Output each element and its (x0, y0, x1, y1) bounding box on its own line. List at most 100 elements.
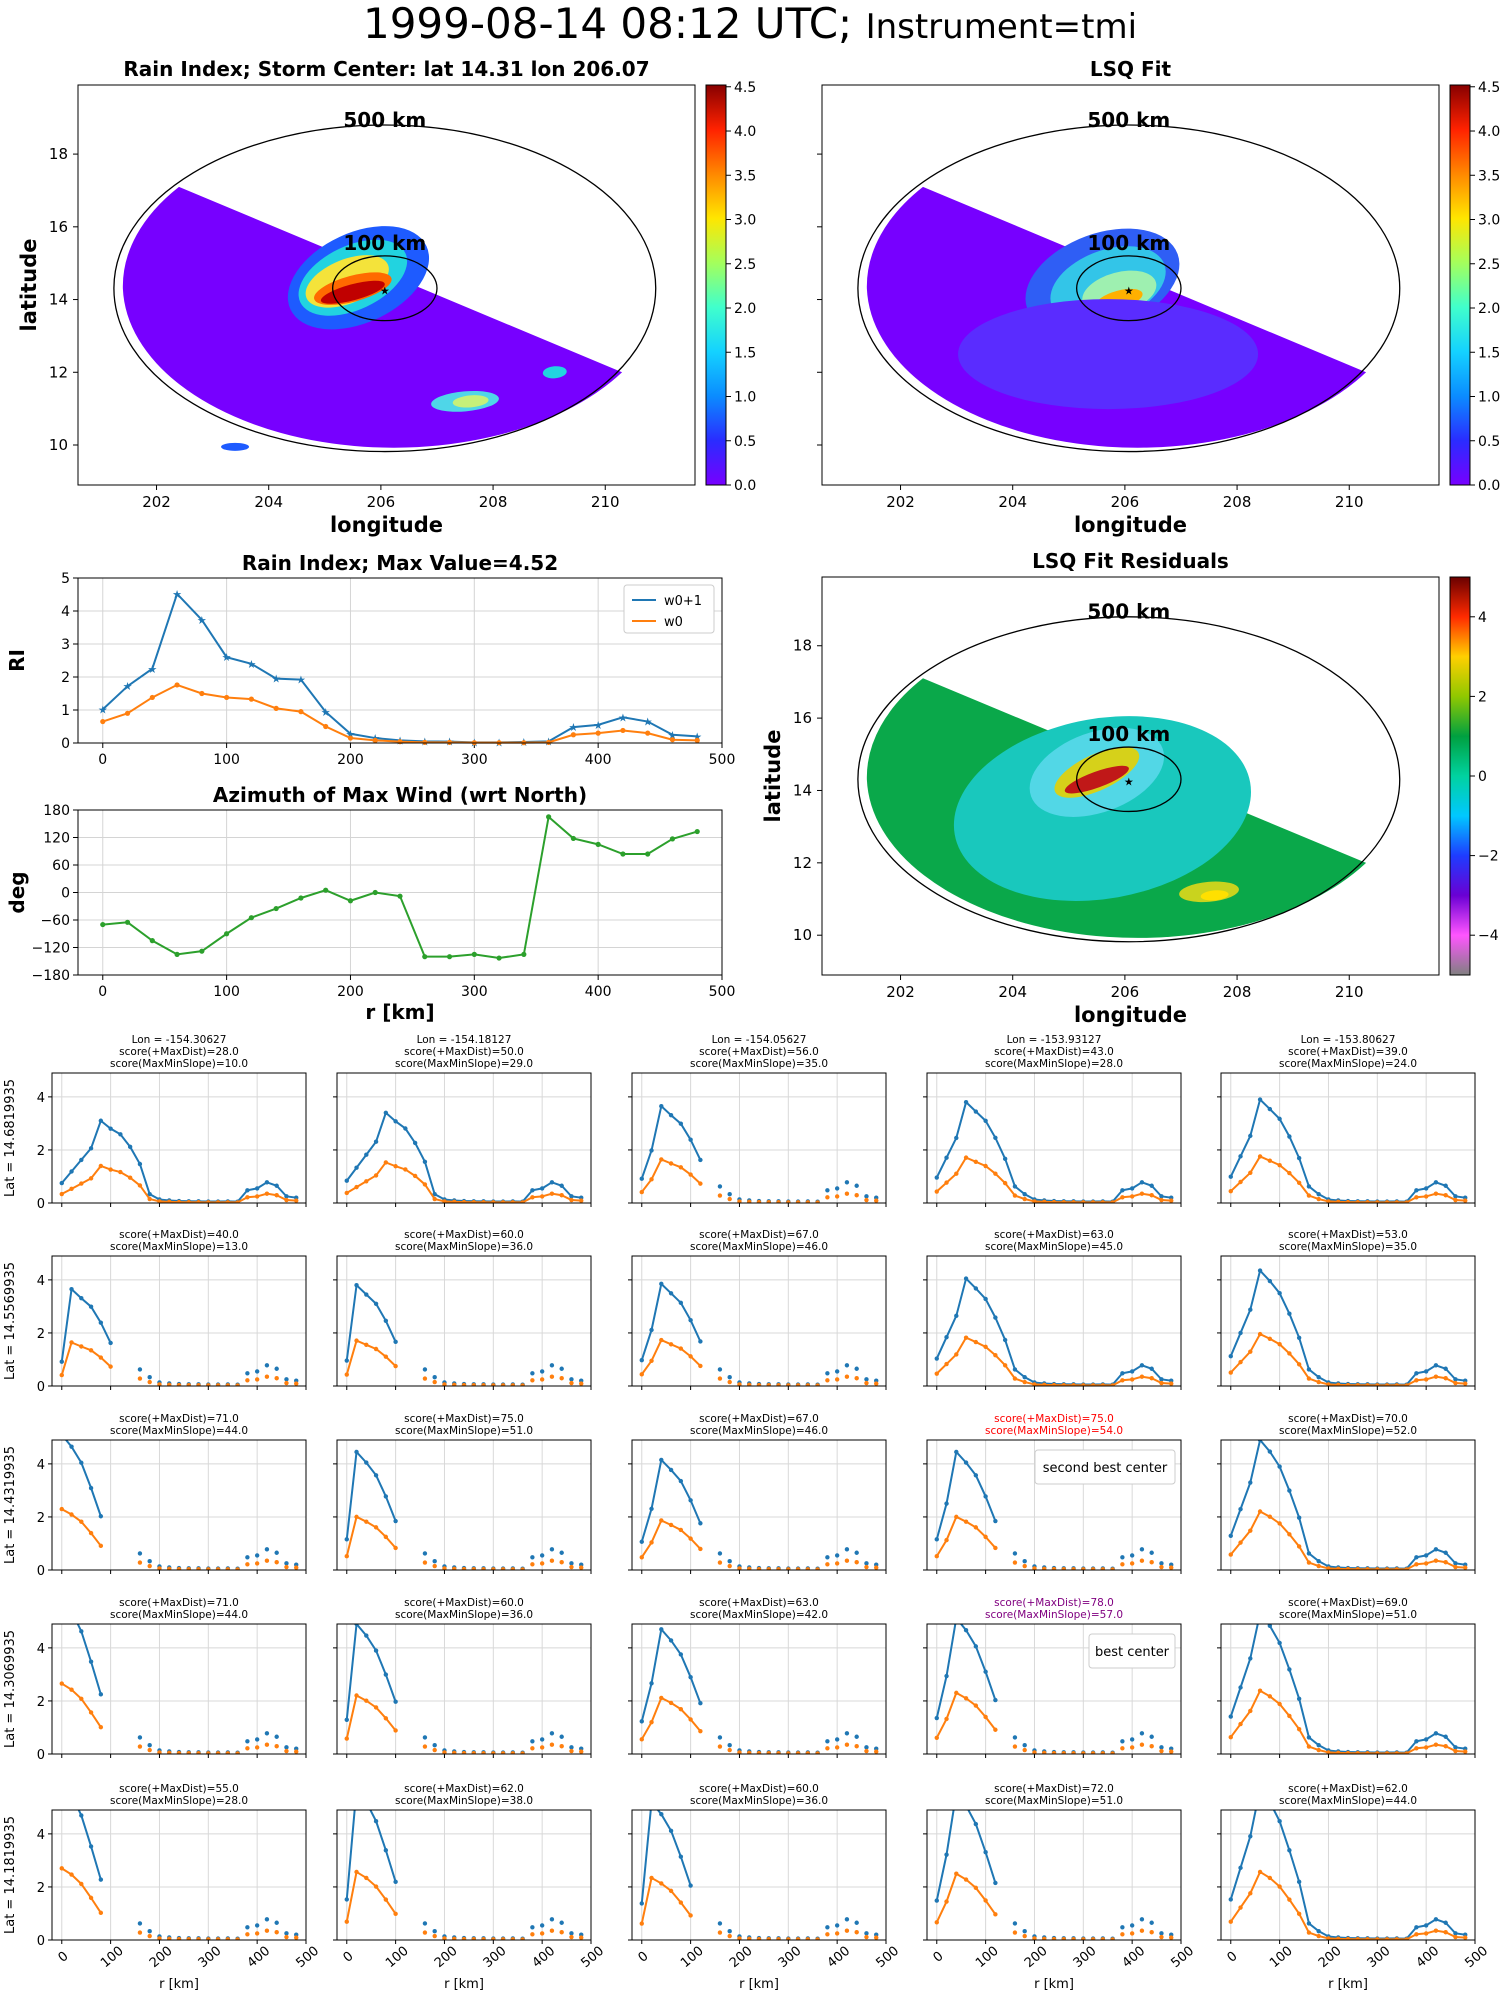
data-point (1081, 1751, 1086, 1754)
data-point: ★ (197, 614, 207, 627)
data-point (254, 1377, 260, 1382)
data-point (128, 0, 132, 2)
data-point (432, 1558, 437, 1564)
x-tick-label: 202 (142, 493, 171, 511)
data-point (834, 1923, 840, 1928)
panel-xlabel: r [km] (1328, 1977, 1368, 1992)
colorbar-tick-label: 0 (1478, 769, 1487, 785)
data-point (364, 1152, 369, 1157)
data-point (776, 1567, 781, 1570)
profile-panel: score(+MaxDist)=60.0score(MaxMinSlope)=3… (333, 1229, 592, 1390)
data-point (254, 1186, 260, 1191)
data-point (413, 0, 417, 2)
x-tick-label: 208 (1223, 983, 1252, 1001)
y-tick-label: 4 (37, 1642, 45, 1657)
y-tick-label: 1 (61, 703, 70, 719)
data-point (844, 1917, 850, 1922)
plot-frame (1220, 1809, 1476, 1941)
panel-title-line: score(MaxMinSlope)=46.0 (690, 1425, 828, 1437)
data-point (1022, 1563, 1027, 1569)
data-point (264, 1558, 270, 1563)
data-point (1296, 1544, 1302, 1549)
data-point (79, 1881, 84, 1887)
data-point (364, 1633, 369, 1638)
data-point (1287, 1897, 1292, 1902)
data-point (963, 1155, 969, 1160)
plot-area (337, 1440, 591, 1570)
data-point (137, 1161, 143, 1167)
panel-title-line: score(+MaxDist)=60.0 (404, 1597, 524, 1609)
panel-xlabel: r [km] (1034, 1977, 1074, 1992)
ring-100-label: 100 km (343, 231, 426, 255)
data-point (854, 1376, 859, 1381)
data-point (215, 1937, 221, 1940)
y-tick-label: 60 (52, 858, 70, 874)
data-point (659, 1337, 664, 1343)
data-point (569, 1194, 574, 1199)
panel-title-line: score(+MaxDist)=43.0 (994, 1046, 1114, 1058)
data-point: ★ (271, 673, 281, 686)
data-point (432, 1374, 437, 1380)
data-point (274, 1560, 279, 1565)
data-point (756, 1750, 762, 1754)
data-point (776, 1937, 781, 1940)
data-point (1287, 1170, 1292, 1176)
data-point (147, 1742, 152, 1748)
panel-title-line: score(MaxMinSlope)=44.0 (110, 1425, 248, 1437)
data-point (471, 1937, 476, 1940)
data-point (274, 1376, 279, 1381)
data-point (569, 1745, 574, 1750)
data-point (678, 1478, 684, 1484)
data-point (549, 1547, 555, 1552)
data-point (1316, 1191, 1321, 1197)
data-point (934, 1735, 939, 1741)
data-point (1022, 1933, 1027, 1939)
plot-frame (631, 1255, 887, 1387)
x-tick-label: 0 (931, 1949, 947, 1966)
data-point (639, 1901, 644, 1906)
data-point (1277, 1162, 1282, 1168)
data-point (108, 1126, 113, 1131)
data-point (344, 1919, 349, 1924)
data-point (539, 1561, 545, 1566)
plot-area (1221, 1256, 1475, 1386)
data-point (698, 1157, 703, 1163)
data-point (854, 1366, 859, 1371)
data-point (1287, 1311, 1292, 1316)
data-point (1022, 1558, 1027, 1564)
data-point (954, 1871, 959, 1876)
x-tick-label: 200 (1022, 1944, 1051, 1971)
data-point (569, 1564, 574, 1570)
data-point (264, 1374, 270, 1379)
y-tick-label: 0 (37, 1934, 45, 1949)
ring-500-label: 500 km (343, 108, 426, 132)
data-point (471, 1567, 476, 1570)
panel-title-line: score(MaxMinSlope)=46.0 (690, 1241, 828, 1253)
data-point (206, 1383, 211, 1386)
data-point (442, 1199, 447, 1203)
data-point (1169, 1565, 1174, 1570)
panel-content (59, 0, 299, 1570)
y-tick-label: 2 (37, 1695, 45, 1710)
x-tick-label: 200 (337, 984, 364, 1000)
data-point (88, 1304, 94, 1309)
panel-title-line: score(MaxMinSlope)=42.0 (690, 1609, 828, 1621)
data-point (413, 0, 417, 2)
data-point (1110, 1751, 1115, 1754)
data-point (1423, 1561, 1429, 1566)
data-point (373, 1884, 379, 1889)
data-point (1375, 1937, 1380, 1940)
data-point (1149, 1930, 1154, 1935)
data-point (1433, 1180, 1439, 1185)
data-point (944, 1537, 949, 1543)
data-point (1228, 1370, 1233, 1375)
data-point (383, 1534, 389, 1540)
y-tick-label: 5 (61, 571, 70, 587)
panel-title-line: Lon = -154.18127 (417, 1034, 512, 1046)
data-point (1267, 1624, 1273, 1628)
y-tick-label: −60 (40, 913, 70, 929)
data-point: ★ (296, 674, 306, 687)
data-point (815, 1200, 820, 1203)
data-point (1139, 1558, 1145, 1563)
